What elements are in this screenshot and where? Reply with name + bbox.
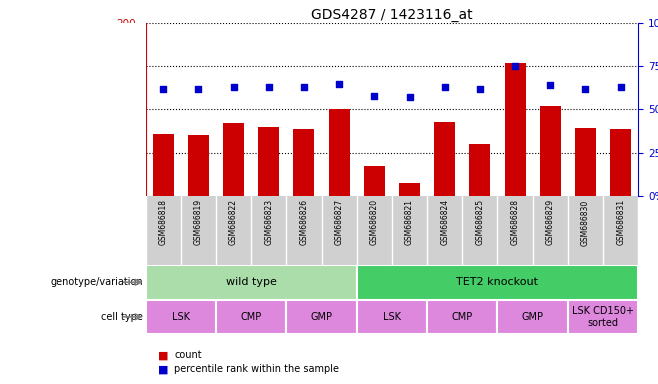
Text: GSM686821: GSM686821	[405, 199, 414, 245]
Text: GSM686829: GSM686829	[545, 199, 555, 245]
Bar	[427, 300, 497, 334]
Bar	[188, 136, 209, 239]
Point	[474, 86, 485, 92]
Bar	[145, 300, 216, 334]
Point	[263, 84, 274, 90]
Bar	[497, 300, 568, 334]
Text: GSM686831: GSM686831	[616, 199, 625, 245]
Text: TET2 knockout: TET2 knockout	[457, 277, 538, 287]
Bar	[505, 63, 526, 239]
Title: GDS4287 / 1423116_at: GDS4287 / 1423116_at	[311, 8, 472, 22]
Bar	[434, 122, 455, 239]
Point	[615, 84, 626, 90]
Text: LSK CD150+
sorted: LSK CD150+ sorted	[572, 306, 634, 328]
Text: wild type: wild type	[226, 277, 276, 287]
Text: GSM686824: GSM686824	[440, 199, 449, 245]
Bar	[328, 109, 349, 239]
Text: GSM686818: GSM686818	[159, 199, 168, 245]
Point	[299, 84, 309, 90]
Text: CMP: CMP	[241, 312, 262, 322]
Point	[193, 86, 203, 92]
Bar	[223, 124, 244, 239]
Bar	[357, 300, 427, 334]
Point	[440, 84, 450, 90]
Text: CMP: CMP	[451, 312, 473, 322]
Text: GSM686820: GSM686820	[370, 199, 379, 245]
Text: GSM686826: GSM686826	[299, 199, 309, 245]
Text: ■: ■	[158, 350, 168, 360]
Bar	[216, 300, 286, 334]
Text: LSK: LSK	[172, 312, 190, 322]
Bar	[610, 129, 631, 239]
Point	[545, 82, 555, 88]
Point	[228, 84, 239, 90]
Text: GSM686819: GSM686819	[194, 199, 203, 245]
Text: GSM686827: GSM686827	[335, 199, 343, 245]
Text: GMP: GMP	[311, 312, 332, 322]
Text: GSM686822: GSM686822	[229, 199, 238, 245]
Text: genotype/variation: genotype/variation	[50, 277, 143, 287]
Bar	[357, 265, 638, 300]
Bar	[364, 166, 385, 239]
Text: GSM686825: GSM686825	[475, 199, 484, 245]
Bar	[153, 134, 174, 239]
Text: GSM686830: GSM686830	[581, 199, 590, 245]
Bar	[540, 106, 561, 239]
Text: count: count	[174, 350, 202, 360]
Text: ■: ■	[158, 364, 168, 374]
Point	[334, 81, 344, 87]
Bar	[399, 183, 420, 239]
Bar	[258, 127, 279, 239]
Point	[510, 63, 520, 70]
Point	[369, 93, 380, 99]
Text: percentile rank within the sample: percentile rank within the sample	[174, 364, 340, 374]
Text: GMP: GMP	[522, 312, 544, 322]
Bar	[293, 129, 315, 239]
Bar	[145, 265, 357, 300]
Text: LSK: LSK	[383, 312, 401, 322]
Text: GSM686823: GSM686823	[265, 199, 273, 245]
Point	[158, 86, 168, 92]
Text: GSM686828: GSM686828	[511, 199, 520, 245]
Point	[580, 86, 591, 92]
Point	[404, 94, 415, 101]
Bar	[469, 144, 490, 239]
Bar	[286, 300, 357, 334]
Bar	[568, 300, 638, 334]
Bar	[575, 128, 596, 239]
Text: cell type: cell type	[101, 312, 143, 322]
